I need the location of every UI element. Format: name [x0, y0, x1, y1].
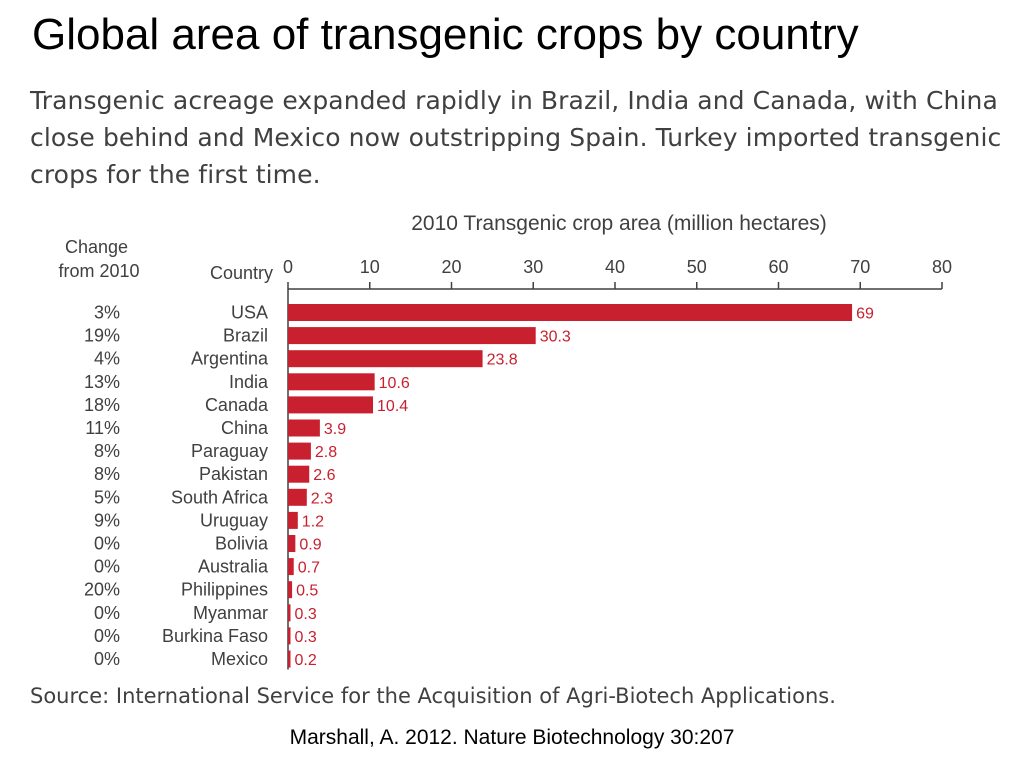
country-label: Mexico	[211, 649, 268, 669]
change-label: 8%	[94, 441, 120, 461]
bar	[288, 650, 291, 668]
change-label: 19%	[84, 326, 120, 346]
change-label: 13%	[84, 372, 120, 392]
change-label: 20%	[84, 580, 120, 600]
change-label: 11%	[85, 418, 120, 438]
x-tick-label: 20	[441, 257, 461, 277]
x-tick-label: 80	[932, 257, 952, 277]
change-label: 18%	[84, 395, 120, 415]
value-label: 0.9	[299, 537, 321, 554]
chart-subtitle: Transgenic acreage expanded rapidly in B…	[30, 86, 1002, 189]
change-column-header: Change from 2010	[58, 237, 139, 281]
country-label: Argentina	[191, 349, 269, 369]
country-label: Uruguay	[200, 510, 268, 530]
x-tick-label: 10	[360, 257, 380, 277]
x-tick-label: 0	[283, 257, 293, 277]
country-label: Myanmar	[193, 603, 268, 623]
value-label: 0.2	[295, 652, 317, 669]
country-label: Australia	[198, 557, 269, 577]
bar	[288, 558, 294, 576]
x-tick-label: 60	[768, 257, 788, 277]
value-label: 0.3	[295, 629, 317, 646]
change-label: 0%	[94, 649, 120, 669]
change-label: 0%	[94, 626, 120, 646]
bar	[288, 511, 298, 529]
change-label: 0%	[94, 534, 120, 554]
value-label: 0.7	[298, 560, 320, 577]
bar	[288, 535, 296, 552]
country-label: China	[221, 418, 269, 438]
country-label: Bolivia	[215, 534, 269, 554]
x-tick-label: 70	[850, 257, 870, 277]
country-label: Burkina Faso	[162, 626, 268, 646]
bar	[288, 396, 374, 414]
bar	[288, 488, 307, 506]
change-label: 9%	[94, 510, 120, 530]
bar	[288, 327, 536, 345]
bar	[288, 304, 853, 321]
value-label: 2.8	[315, 444, 337, 461]
x-tick-label: 30	[523, 257, 543, 277]
bar	[288, 419, 320, 437]
x-tick-label: 50	[687, 257, 707, 277]
value-label: 69	[856, 306, 874, 323]
country-label: Canada	[205, 395, 269, 415]
bar	[288, 581, 293, 599]
country-label: Philippines	[181, 580, 268, 600]
value-label: 30.3	[540, 329, 571, 346]
slide-title: Global area of transgenic crops by count…	[32, 10, 859, 59]
value-label: 0.5	[296, 583, 318, 600]
change-label: 0%	[94, 603, 120, 623]
country-label: India	[229, 372, 269, 392]
change-label: 0%	[94, 557, 120, 577]
value-label: 3.9	[324, 421, 346, 438]
x-tick-label: 40	[605, 257, 625, 277]
country-label: South Africa	[171, 487, 269, 507]
value-label: 1.2	[302, 513, 324, 530]
bar	[288, 465, 310, 483]
change-label: 5%	[94, 487, 120, 507]
change-label: 4%	[94, 349, 120, 369]
value-label: 23.8	[487, 352, 518, 369]
source-note: Source: International Service for the Ac…	[30, 684, 836, 708]
chart-title: 2010 Transgenic crop area (million hecta…	[411, 212, 827, 235]
country-label: Paraguay	[191, 441, 268, 461]
citation: Marshall, A. 2012. Nature Biotechnology …	[289, 726, 735, 749]
country-label: USA	[231, 303, 268, 323]
country-column-header: Country	[210, 263, 273, 283]
bar	[288, 373, 375, 391]
value-label: 2.6	[313, 467, 335, 484]
bar	[288, 627, 291, 645]
bar-chart: 2010 Transgenic crop area (million hecta…	[58, 212, 952, 670]
country-label: Pakistan	[199, 464, 268, 484]
value-label: 0.3	[295, 606, 317, 623]
change-label: 8%	[94, 464, 120, 484]
value-label: 2.3	[311, 490, 333, 507]
bar	[288, 604, 291, 622]
value-label: 10.6	[379, 375, 410, 392]
value-label: 10.4	[377, 398, 408, 415]
bar	[288, 350, 483, 368]
country-label: Brazil	[223, 326, 268, 346]
change-label: 3%	[94, 303, 120, 323]
bar	[288, 442, 311, 460]
